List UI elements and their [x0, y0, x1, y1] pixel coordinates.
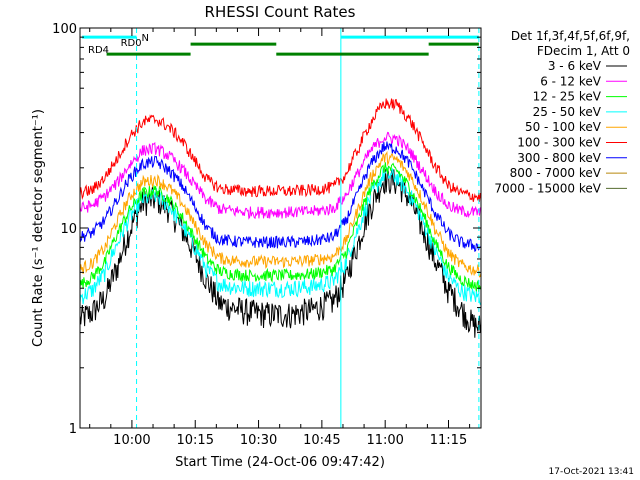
legend-entry-label: 7000 - 15000 keV [494, 181, 601, 195]
series-line-300-800-kev [80, 141, 481, 253]
legend-header-line-1: Det 1f,3f,4f,5f,6f,9f, [511, 29, 630, 43]
x-axis: 10:00 10:15 10:30 10:45 11:00 11:15 [89, 28, 471, 448]
state-bar-label-rd4: RD4 [88, 45, 109, 56]
series-line-3-6-kev [80, 168, 481, 338]
legend-entry-label: 25 - 50 keV [533, 105, 602, 119]
legend-entry-label: 6 - 12 keV [540, 74, 602, 88]
series-line-12-25-kev [80, 162, 481, 292]
legend-entry-label: 300 - 800 keV [517, 151, 601, 165]
y-tick-label: 10 [60, 222, 77, 237]
y-tick-label: 100 [52, 22, 77, 37]
series-line-6-12-kev [80, 131, 481, 220]
y-axis: 1 10 100 [52, 22, 481, 437]
legend-entry-label: 100 - 300 keV [517, 136, 601, 150]
legend: Det 1f,3f,4f,5f,6f,9f, FDecim 1, Att 0 3… [494, 29, 630, 195]
legend-entry-label: 50 - 100 keV [525, 120, 602, 134]
series-line-100-300-kev [80, 98, 481, 202]
series-line-50-100-kev [80, 150, 481, 278]
legend-header-line-2: FDecim 1, Att 0 [537, 44, 630, 58]
legend-entry-label: 12 - 25 keV [533, 90, 602, 104]
chart-title: RHESSI Count Rates [205, 3, 356, 21]
x-tick-label: 10:45 [303, 433, 340, 448]
x-tick-label: 10:00 [113, 433, 150, 448]
series-line-25-50-kev [80, 166, 481, 306]
y-tick-label: 1 [69, 422, 77, 437]
state-bar-label-n: N [142, 33, 149, 44]
state-bar-label-rd0: RD0 [121, 38, 142, 49]
x-tick-label: 10:30 [240, 433, 277, 448]
x-tick-label: 11:15 [430, 433, 467, 448]
legend-entry-label: 3 - 6 keV [548, 59, 602, 73]
footer-timestamp: 17-Oct-2021 13:41 [549, 467, 634, 477]
legend-entry-label: 800 - 7000 keV [510, 166, 602, 180]
x-axis-label: Start Time (24-Oct-06 09:47:42) [175, 455, 385, 470]
series-layer [80, 98, 481, 338]
x-tick-label: 11:00 [366, 433, 403, 448]
y-axis-label: Count Rate (s⁻¹ detector segment⁻¹) [31, 109, 46, 347]
x-tick-label: 10:15 [177, 433, 214, 448]
